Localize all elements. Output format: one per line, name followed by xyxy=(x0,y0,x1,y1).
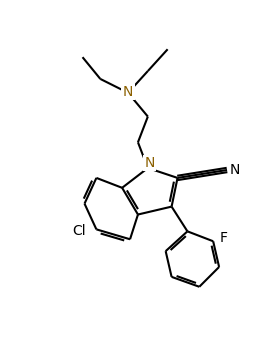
Text: N: N xyxy=(145,156,155,170)
Text: F: F xyxy=(220,231,228,245)
Text: N: N xyxy=(230,163,240,177)
Text: Cl: Cl xyxy=(72,224,85,238)
Text: N: N xyxy=(123,85,133,99)
